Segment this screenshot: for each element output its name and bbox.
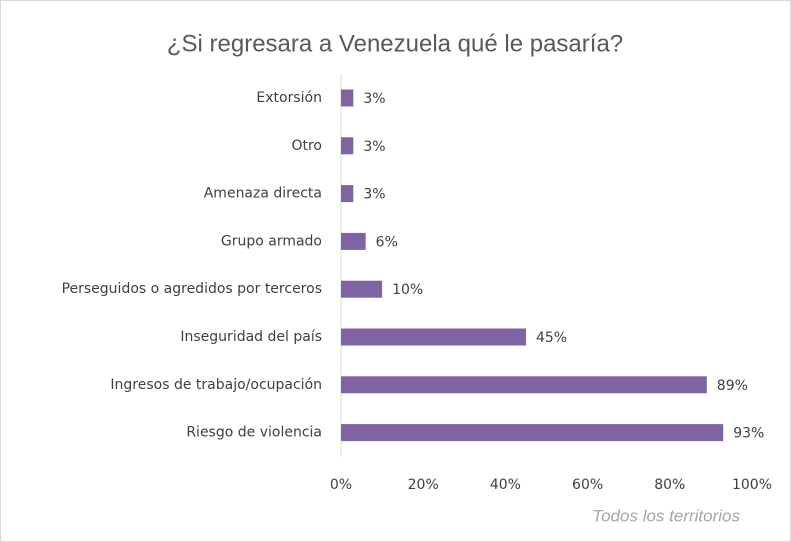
x-tick-label: 80% (654, 477, 685, 493)
x-tick-label: 100% (732, 477, 772, 493)
y-tick-label: Inseguridad del país (180, 329, 322, 345)
y-tick-label: Riesgo de violencia (186, 425, 322, 441)
value-label: 3% (363, 91, 385, 107)
y-tick-label: Perseguidos o agredidos por terceros (62, 281, 322, 297)
x-tick-label: 40% (490, 477, 521, 493)
y-tick-label: Amenaza directa (204, 186, 322, 202)
value-label: 45% (536, 330, 567, 346)
chart-title: ¿Si regresara a Venezuela qué le pasaría… (167, 30, 623, 57)
y-tick-label: Extorsión (256, 90, 322, 106)
bar (341, 376, 707, 394)
bar (341, 232, 366, 250)
bar (341, 280, 383, 298)
value-label: 3% (363, 187, 385, 203)
bar (341, 137, 354, 155)
value-label: 3% (363, 139, 385, 155)
value-label: 6% (376, 234, 398, 250)
x-tick-label: 60% (572, 477, 603, 493)
bar (341, 328, 526, 346)
bar (341, 424, 724, 442)
bar (341, 89, 354, 107)
x-tick-label: 20% (408, 477, 439, 493)
value-label: 10% (392, 282, 423, 298)
y-tick-label: Ingresos de trabajo/ocupación (110, 377, 322, 393)
y-tick-label: Grupo armado (221, 233, 322, 249)
bar (341, 185, 354, 203)
value-label: 89% (717, 378, 748, 394)
annotation: Todos los territorios (592, 506, 740, 525)
y-tick-label: Otro (291, 138, 322, 154)
x-tick-label: 0% (330, 477, 352, 493)
value-label: 93% (733, 426, 764, 442)
